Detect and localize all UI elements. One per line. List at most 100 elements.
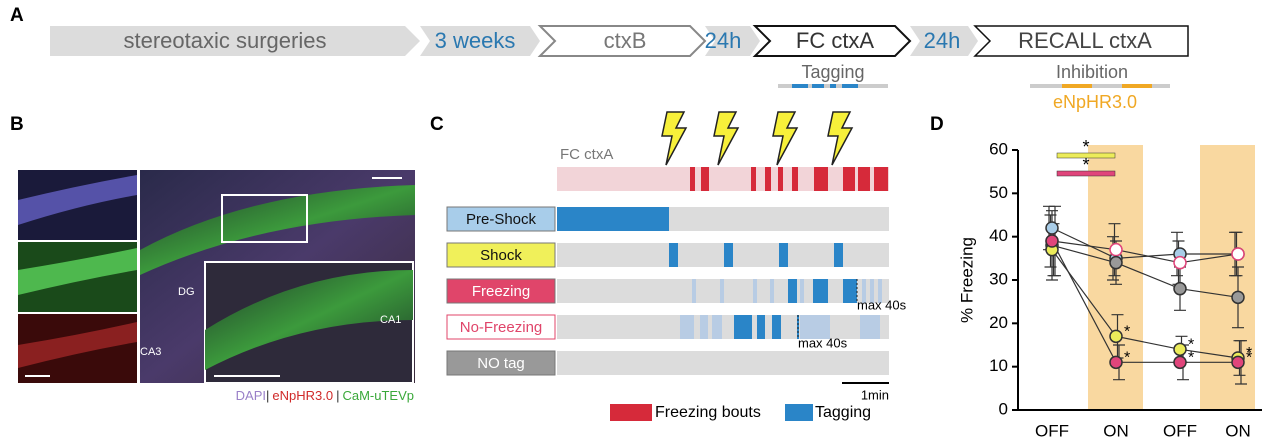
step: ctxB [604, 28, 647, 53]
stain: eNpHR3.0 [272, 388, 333, 403]
point [1231, 290, 1245, 305]
point [1045, 221, 1059, 235]
on-shade [1200, 145, 1255, 410]
freeze-bout [701, 167, 709, 191]
point [1109, 242, 1123, 257]
arrow [50, 26, 420, 56]
segment [770, 279, 774, 303]
label: FC ctxA [560, 146, 613, 163]
image-band [18, 248, 137, 295]
segment [757, 315, 765, 339]
point [1109, 329, 1123, 344]
series-line [1051, 240, 1239, 264]
row-label-box [446, 350, 556, 376]
scale-label: 1min [861, 387, 889, 402]
freeze-bout [778, 167, 783, 191]
point [1173, 342, 1187, 357]
sep: | [266, 388, 269, 403]
point [1173, 281, 1187, 296]
row-label: NO tag [477, 355, 525, 372]
freeze-bout [792, 167, 798, 191]
max-label: max 40s [798, 335, 848, 350]
image-band [205, 270, 413, 370]
point [1109, 255, 1123, 270]
legend-label: Freezing bouts [655, 404, 761, 421]
sig-bar [1056, 152, 1116, 159]
point [1231, 355, 1245, 370]
legend-label: Tagging [815, 404, 871, 421]
label: eNpHR3.0 [1053, 92, 1137, 112]
track [557, 167, 889, 191]
point [1173, 255, 1187, 270]
shocks [661, 111, 854, 166]
segment [813, 279, 828, 303]
point [1045, 234, 1059, 248]
arrow [973, 25, 1189, 57]
segment [779, 243, 788, 267]
row-label: No-Freezing [460, 319, 543, 336]
row-label-box [446, 242, 556, 268]
region: DG [178, 286, 195, 298]
max-label: max 40s [857, 297, 907, 312]
y-tick-label: 20 [989, 313, 1008, 332]
legend-swatch [610, 404, 652, 421]
freeze-bout [751, 167, 756, 191]
region: CA3 [140, 346, 161, 358]
image-band [18, 175, 137, 225]
segment [734, 315, 752, 339]
freeze-bout [690, 167, 695, 191]
row-label: Pre-Shock [466, 211, 537, 228]
inhibit-segments [1062, 84, 1152, 88]
segment [724, 243, 733, 267]
inset-box [221, 194, 308, 243]
x-tick-label: ON [1103, 421, 1129, 440]
sig-label: * [1082, 137, 1089, 157]
segment [557, 207, 669, 231]
x-tick-label: OFF [1163, 421, 1197, 440]
track [557, 315, 889, 339]
series-line [1051, 249, 1239, 359]
segment [669, 243, 678, 267]
y-label: % Freezing [957, 237, 976, 323]
segment [712, 315, 722, 339]
freeze-bout [814, 167, 828, 191]
point [1109, 355, 1123, 370]
point [1231, 247, 1245, 261]
image-band [140, 185, 415, 275]
point-label: * [1124, 350, 1130, 367]
point [1173, 355, 1187, 370]
legend-swatch [785, 404, 813, 421]
row-label: Freezing [472, 283, 530, 300]
y-tick-label: 50 [989, 183, 1008, 202]
row-label-box [446, 278, 556, 304]
x-tick-label: OFF [1035, 421, 1069, 440]
sep: | [336, 388, 339, 403]
step: 24h [705, 28, 742, 53]
segment [860, 315, 880, 339]
freeze-bout [765, 167, 771, 191]
bolt [661, 111, 688, 166]
arrow [537, 25, 707, 57]
panel-letter: B [10, 114, 24, 135]
freeze-bout [858, 167, 870, 191]
series-line [1051, 244, 1239, 298]
segment [788, 279, 797, 303]
panel-letter: D [930, 114, 944, 135]
point-label: * [1188, 337, 1194, 354]
y-tick-label: 60 [989, 139, 1008, 158]
series-line [1051, 240, 1238, 363]
bolt [772, 111, 799, 166]
segment [843, 279, 857, 303]
arrow [420, 26, 540, 56]
y-tick-label: 10 [989, 356, 1008, 375]
segment [720, 279, 724, 303]
point-label: * [1188, 350, 1194, 367]
arrow [752, 25, 912, 57]
step: 3 weeks [435, 28, 516, 53]
sig-label: * [1082, 155, 1089, 175]
label: Inhibition [1056, 62, 1128, 82]
point-label: * [1246, 350, 1252, 367]
bolt [827, 111, 854, 166]
freeze-bout [843, 167, 855, 191]
